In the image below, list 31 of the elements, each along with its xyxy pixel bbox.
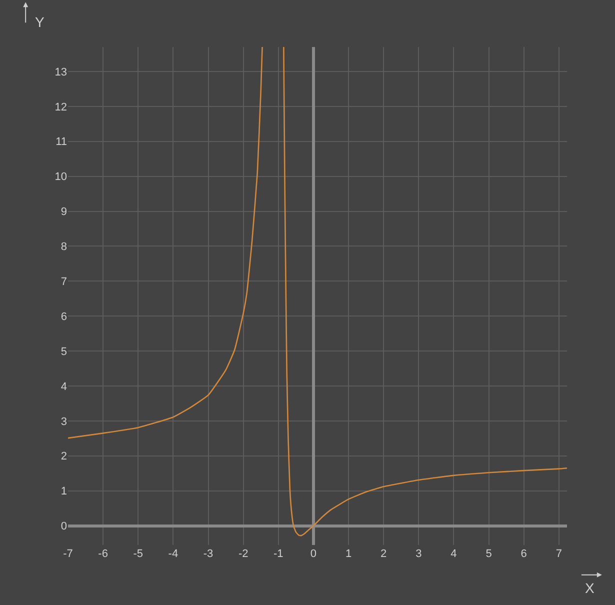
y-tick-label: 8 [60, 241, 67, 254]
y-tick-label: 3 [60, 416, 67, 428]
y-tick-label: 2 [60, 450, 67, 463]
x-tick-label: 6 [520, 548, 527, 560]
x-tick-label: -5 [133, 548, 144, 560]
x-tick-label: 0 [310, 548, 317, 560]
y-tick-label: 11 [56, 136, 67, 148]
y-tick-label: 0 [60, 520, 67, 533]
y-tick-label: 12 [54, 101, 67, 114]
x-axis-title: X [585, 580, 595, 596]
x-tick-label: -2 [238, 548, 248, 560]
x-tick-label: 4 [450, 548, 457, 560]
x-tick-label: 7 [556, 548, 562, 560]
y-tick-label: 5 [60, 346, 67, 358]
y-tick-label: 13 [54, 66, 67, 78]
x-tick-label: 1 [345, 548, 352, 560]
y-tick-label: 9 [60, 206, 67, 218]
x-tick-label: -6 [98, 548, 108, 560]
x-tick-label: -3 [203, 548, 214, 560]
x-tick-label: -4 [168, 548, 178, 560]
x-tick-label: 3 [416, 548, 422, 560]
y-axis-title: Y [35, 14, 45, 30]
y-tick-label: 6 [60, 310, 67, 323]
y-tick-label: 10 [54, 171, 67, 184]
x-tick-label: 2 [380, 548, 387, 560]
y-tick-label: 1 [60, 486, 67, 498]
y-tick-label: 4 [60, 380, 67, 393]
x-tick-label: 5 [486, 548, 492, 560]
x-tick-label: -1 [274, 548, 284, 560]
y-tick-label: 7 [60, 276, 67, 288]
x-tick-label: -7 [63, 548, 73, 560]
